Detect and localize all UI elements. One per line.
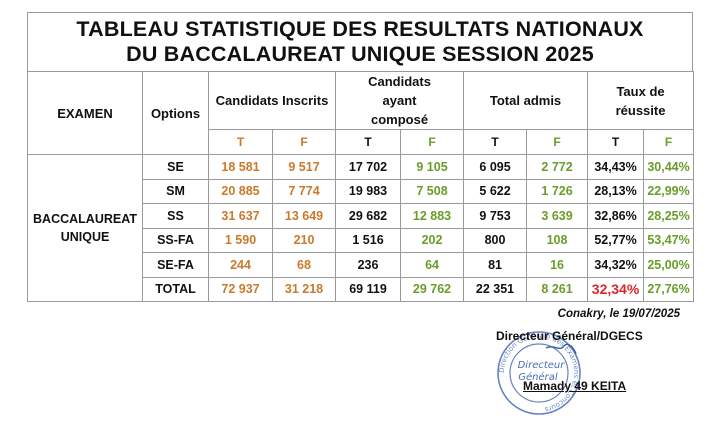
total-compose-t: 69 119	[335, 276, 402, 302]
compose-t-cell: 236	[335, 252, 402, 278]
official-stamp: Direction Générale des Examens et Concou…	[497, 331, 581, 415]
inscrits-t-cell: 31 637	[208, 203, 273, 229]
compose-t-cell: 1 516	[335, 227, 402, 253]
header-row-2: T F T F T F T F	[28, 129, 695, 155]
header-taux: Taux de réussite	[587, 71, 695, 130]
admis-t-cell: 9 753	[463, 203, 528, 229]
option-cell: SE-FA	[142, 252, 209, 278]
compose-t-cell: 19 983	[335, 178, 402, 204]
total-inscrits-f: 31 218	[271, 276, 337, 302]
header-inscrits: Candidats Inscrits	[207, 71, 337, 130]
table-row: SE-FA 244 68 236 64 81 16 34,32% 25,00%	[28, 252, 695, 278]
total-taux-f: 27,76%	[643, 276, 695, 302]
inscrits-t-cell: 18 581	[208, 154, 273, 180]
results-table: EXAMEN Options Candidats Inscrits Candid…	[27, 71, 695, 302]
taux-t-cell: 28,13%	[587, 178, 645, 204]
exam-label: BACCALAUREAT UNIQUE	[27, 154, 143, 302]
header-row-1: EXAMEN Options Candidats Inscrits Candid…	[27, 71, 695, 155]
table-row: BACCALAUREAT UNIQUE SE 18 581 9 517 17 7…	[27, 154, 695, 302]
inscrits-f-cell: 13 649	[271, 203, 337, 229]
inscrits-f-cell: 7 774	[271, 178, 337, 204]
total-inscrits-t: 72 937	[208, 276, 273, 302]
admis-t-cell: 6 095	[463, 154, 528, 180]
total-label: TOTAL	[142, 276, 209, 302]
inscrits-f-cell: 210	[271, 227, 337, 253]
total-row: TOTAL 72 937 31 218 69 119 29 762 22 351…	[28, 276, 695, 302]
header-taux-f: F	[643, 129, 695, 155]
header-inscrits-f: F	[271, 129, 337, 155]
admis-f-cell: 16	[526, 252, 589, 278]
header-admis-t: T	[463, 129, 528, 155]
admis-f-cell: 2 772	[526, 154, 589, 180]
title-box: TABLEAU STATISTIQUE DES RESULTATS NATION…	[27, 12, 693, 71]
exam-label-line-2: UNIQUE	[60, 230, 110, 244]
signatory-role: Directeur Général/DGECS	[496, 329, 643, 343]
total-taux-t: 32,34%	[587, 276, 645, 302]
taux-f-cell: 53,47%	[643, 227, 695, 253]
footer-date: Conakry, le 19/07/2025	[557, 308, 680, 320]
compose-t-cell: 29 682	[335, 203, 402, 229]
header-compose-f: F	[400, 129, 465, 155]
header-inscrits-t: T	[208, 129, 273, 155]
option-cell: SS-FA	[142, 227, 209, 253]
admis-t-cell: 800	[463, 227, 528, 253]
header-admis: Total admis	[463, 71, 589, 130]
title-line-2: DU BACCALAUREAT UNIQUE SESSION 2025	[126, 42, 594, 66]
admis-f-cell: 108	[526, 227, 589, 253]
inscrits-t-cell: 1 590	[208, 227, 273, 253]
taux-t-cell: 34,43%	[587, 154, 645, 180]
inscrits-f-cell: 68	[271, 252, 337, 278]
stamp-line-2: Général	[518, 371, 558, 383]
option-cell: SM	[142, 178, 209, 204]
taux-t-cell: 32,86%	[587, 203, 645, 229]
compose-f-cell: 7 508	[400, 178, 465, 204]
exam-label-line-1: BACCALAUREAT	[33, 212, 137, 226]
header-admis-f: F	[526, 129, 589, 155]
results-sheet: TABLEAU STATISTIQUE DES RESULTATS NATION…	[27, 12, 695, 302]
stamp-line-1: Directeur	[518, 360, 566, 371]
signatory-name: Mamady 49 KEITA	[523, 379, 627, 393]
admis-f-cell: 1 726	[526, 178, 589, 204]
admis-t-cell: 81	[463, 252, 528, 278]
option-cell: SE	[142, 154, 209, 180]
taux-f-cell: 25,00%	[643, 252, 695, 278]
taux-t-cell: 52,77%	[587, 227, 645, 253]
option-cell: SS	[142, 203, 209, 229]
table-row: SM 20 885 7 774 19 983 7 508 5 622 1 726…	[28, 178, 695, 204]
table-row: SS 31 637 13 649 29 682 12 883 9 753 3 6…	[28, 203, 695, 229]
compose-f-cell: 64	[400, 252, 465, 278]
compose-f-cell: 202	[400, 227, 465, 253]
header-options: Options	[142, 71, 209, 155]
inscrits-f-cell: 9 517	[271, 154, 337, 180]
taux-f-cell: 22,99%	[643, 178, 695, 204]
inscrits-t-cell: 244	[208, 252, 273, 278]
taux-t-cell: 34,32%	[587, 252, 645, 278]
total-admis-t: 22 351	[463, 276, 528, 302]
title-line-1: TABLEAU STATISTIQUE DES RESULTATS NATION…	[76, 17, 644, 41]
compose-f-cell: 9 105	[400, 154, 465, 180]
compose-f-cell: 12 883	[400, 203, 465, 229]
admis-t-cell: 5 622	[463, 178, 528, 204]
taux-f-cell: 30,44%	[643, 154, 695, 180]
compose-t-cell: 17 702	[335, 154, 402, 180]
inscrits-t-cell: 20 885	[208, 178, 273, 204]
header-compose: Candidats ayant composé	[335, 71, 465, 130]
header-examen: EXAMEN	[27, 71, 143, 155]
signature-stroke	[545, 343, 577, 355]
taux-f-cell: 28,25%	[643, 203, 695, 229]
total-admis-f: 8 261	[526, 276, 589, 302]
total-compose-f: 29 762	[400, 276, 465, 302]
table-row: SS-FA 1 590 210 1 516 202 800 108 52,77%…	[28, 227, 695, 253]
header-compose-t: T	[335, 129, 402, 155]
header-taux-t: T	[587, 129, 645, 155]
admis-f-cell: 3 639	[526, 203, 589, 229]
